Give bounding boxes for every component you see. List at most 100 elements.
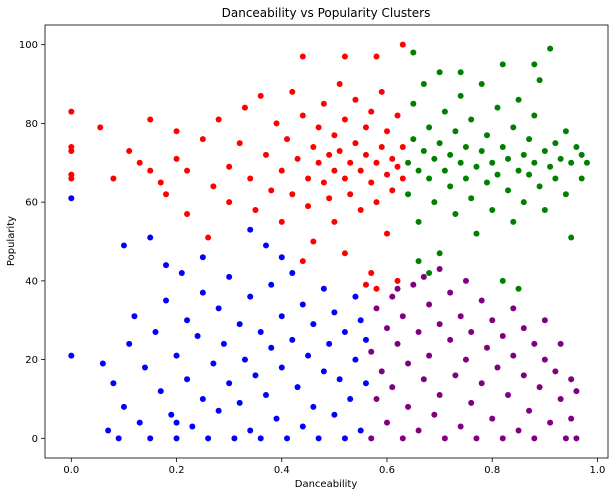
scatter-point [257, 329, 264, 336]
scatter-point [215, 116, 222, 123]
scatter-point [420, 376, 427, 383]
scatter-point [331, 218, 338, 225]
scatter-point [373, 159, 380, 166]
scatter-point [362, 380, 369, 387]
scatter-point [289, 336, 296, 343]
scatter-point [257, 92, 264, 99]
scatter-point [368, 269, 375, 276]
scatter-point [394, 340, 401, 347]
x-tick-label: 0.2 [169, 465, 185, 476]
scatter-point [462, 144, 469, 151]
scatter-point [289, 88, 296, 95]
scatter-point [173, 155, 180, 162]
scatter-point [468, 116, 475, 123]
scatter-point [241, 104, 248, 111]
scatter-point [147, 116, 154, 123]
scatter-point [262, 392, 269, 399]
scatter-point [368, 435, 375, 442]
scatter-point [278, 364, 285, 371]
scatter-point [199, 289, 206, 296]
scatter-point [531, 340, 538, 347]
scatter-point [347, 159, 354, 166]
scatter-point [194, 332, 201, 339]
scatter-point [278, 218, 285, 225]
scatter-point [184, 376, 191, 383]
scatter-point [205, 234, 212, 241]
scatter-point [373, 199, 380, 206]
scatter-point [252, 372, 259, 379]
scatter-point [399, 41, 406, 48]
scatter-point [399, 175, 406, 182]
scatter-point [426, 175, 433, 182]
scatter-point [389, 155, 396, 162]
x-axis: 0.0 0.2 0.4 0.6 0.8 1.0 [63, 458, 605, 476]
scatter-point [305, 175, 312, 182]
scatter-point [531, 435, 538, 442]
scatter-point [378, 88, 385, 95]
scatter-point [384, 128, 391, 135]
scatter-point [368, 179, 375, 186]
scatter-point [436, 392, 443, 399]
x-axis-label: Danceability [295, 479, 358, 490]
scatter-point [262, 242, 269, 249]
scatter-point [362, 124, 369, 131]
scatter-point [315, 124, 322, 131]
scatter-point [257, 435, 264, 442]
scatter-point [236, 140, 243, 147]
scatter-point [357, 427, 364, 434]
scatter-point [184, 317, 191, 324]
scatter-point [515, 167, 522, 174]
scatter-point [536, 77, 543, 84]
scatter-point [168, 411, 175, 418]
scatter-point [494, 364, 501, 371]
scatter-point [310, 321, 317, 328]
scatter-point [268, 187, 275, 194]
scatter-point [289, 191, 296, 198]
scatter-point [520, 199, 527, 206]
scatter-point [573, 435, 580, 442]
scatter-point [97, 124, 104, 131]
scatter-point [515, 427, 522, 434]
scatter-point [389, 293, 396, 300]
scatter-point [447, 289, 454, 296]
scatter-point [531, 61, 538, 68]
scatter-point [136, 159, 143, 166]
y-tick-label: 0 [32, 434, 38, 445]
scatter-point [547, 419, 554, 426]
scatter-point [331, 132, 338, 139]
scatter-point [473, 435, 480, 442]
scatter-point [483, 179, 490, 186]
scatter-point [399, 435, 406, 442]
scatter-point [252, 207, 259, 214]
scatter-point [394, 285, 401, 292]
scatter-point [568, 376, 575, 383]
scatter-point [294, 155, 301, 162]
scatter-point [352, 293, 359, 300]
scatter-point [420, 81, 427, 88]
scatter-point [315, 159, 322, 166]
scatter-point [331, 309, 338, 316]
scatter-point [210, 183, 217, 190]
scatter-point [131, 313, 138, 320]
scatter-point [215, 407, 222, 414]
scatter-point [483, 132, 490, 139]
scatter-point [278, 167, 285, 174]
scatter-point [326, 151, 333, 158]
scatter-point [289, 269, 296, 276]
scatter-point [336, 147, 343, 154]
scatter-point [431, 155, 438, 162]
scatter-point [494, 104, 501, 111]
scatter-point [489, 317, 496, 324]
scatter-point [173, 128, 180, 135]
scatter-point [378, 368, 385, 375]
scatter-point [299, 423, 306, 430]
scatter-point [399, 144, 406, 151]
scatter-point [373, 285, 380, 292]
scatter-point [499, 144, 506, 151]
scatter-point [278, 313, 285, 320]
scatter-point [426, 269, 433, 276]
scatter-point [399, 313, 406, 320]
scatter-point [468, 195, 475, 202]
scatter-point [331, 411, 338, 418]
scatter-point [247, 427, 254, 434]
